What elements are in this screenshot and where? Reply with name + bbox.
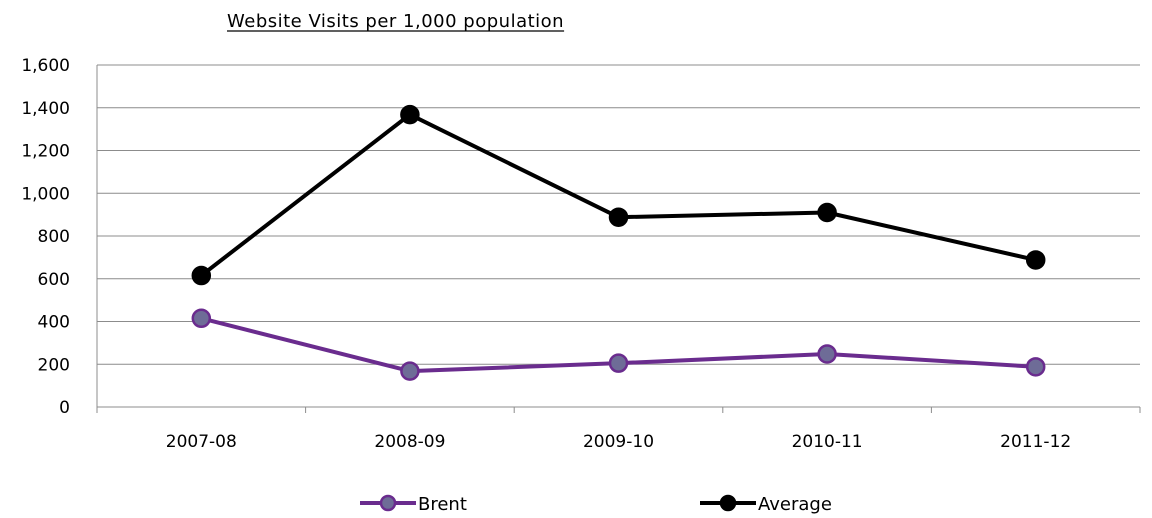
data-point <box>608 353 629 373</box>
data-point <box>817 202 837 223</box>
y-tick-label: 0 <box>59 398 70 418</box>
legend-item-brent: Brent <box>360 494 467 515</box>
legend-marker <box>379 494 397 512</box>
y-tick-label: 1,400 <box>21 99 70 119</box>
data-point <box>400 361 420 381</box>
y-tick-label: 1,600 <box>21 56 70 76</box>
legend-label: Brent <box>418 494 467 515</box>
legend-label: Average <box>758 494 832 515</box>
x-tick-label: 2009-10 <box>583 432 654 452</box>
legend-item-average: Average <box>700 494 832 515</box>
y-tick-label: 600 <box>38 270 70 290</box>
y-tick-label: 800 <box>38 227 70 247</box>
x-axis-ticks: 2007-08 2008-09 2009-10 2010-11 2011-12 <box>96 407 1141 452</box>
data-point <box>1025 357 1046 377</box>
data-point <box>400 104 420 125</box>
gridlines <box>97 64 1140 365</box>
data-point <box>191 308 212 329</box>
legend-marker <box>719 494 737 512</box>
x-tick-label: 2010-11 <box>792 432 863 452</box>
x-tick-label: 2011-12 <box>1000 432 1071 452</box>
series-brent <box>191 308 1046 381</box>
series-line <box>200 112 1037 278</box>
y-tick-label: 1,200 <box>21 142 70 162</box>
x-tick-label: 2008-09 <box>374 432 445 452</box>
y-tick-label: 1,000 <box>21 184 70 204</box>
axes <box>96 65 1140 408</box>
data-point <box>1025 250 1046 270</box>
series <box>191 104 1046 381</box>
series-average <box>191 104 1046 286</box>
chart-title: Website Visits per 1,000 population <box>227 11 564 32</box>
y-tick-label: 400 <box>38 313 70 333</box>
legend: Brent Average <box>360 494 832 515</box>
y-tick-label: 200 <box>38 355 70 375</box>
y-axis-ticks: 0 200 400 600 800 1,000 1,200 1,400 1,600 <box>21 56 70 418</box>
data-point <box>817 344 837 364</box>
x-tick-label: 2007-08 <box>166 432 237 452</box>
data-point <box>608 207 629 227</box>
data-point <box>191 265 212 286</box>
